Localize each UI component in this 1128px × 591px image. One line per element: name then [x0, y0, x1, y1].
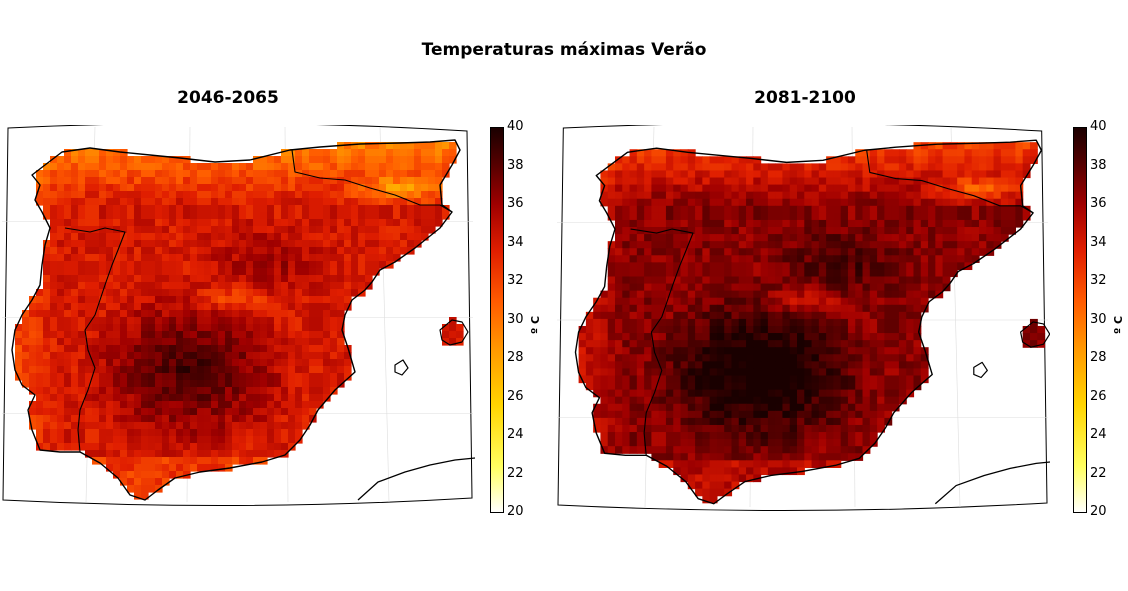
colorbar-left-tick-label: 20 [507, 504, 524, 519]
colorbar-left-tick-label: 30 [507, 311, 524, 327]
colorbar-left-tick-label: 22 [507, 465, 524, 481]
colorbar-left-tick-label: 38 [507, 157, 524, 173]
colorbar-right-tick-label: 30 [1090, 311, 1107, 327]
colorbar-right-tick-label: 34 [1090, 234, 1107, 250]
colorbar-right-tick-label: 32 [1090, 273, 1107, 288]
colorbar-left-tick-label: 28 [507, 350, 524, 365]
colorbar-left-tick-label: 40 [507, 119, 524, 134]
colorbar-right-tick-label: 24 [1090, 427, 1107, 442]
colorbar-left-tick-label: 24 [507, 427, 524, 442]
colorbar-right-tick-label: 26 [1090, 388, 1107, 404]
colorbar-left-tick-label: 26 [507, 388, 524, 404]
panel-title-right: 2081-2100 [754, 88, 856, 108]
colorbar-left-tick-label: 36 [507, 196, 524, 211]
colorbar-right-tick-label: 36 [1090, 196, 1107, 211]
figure-title: Temperaturas máximas Verão [421, 40, 707, 60]
colorbar-right-tick-label: 38 [1090, 157, 1107, 173]
colorbar-left [490, 127, 504, 513]
colorbar-left-tick-label: 32 [507, 273, 524, 288]
colorbar-right-unit: º C [1112, 315, 1125, 334]
panel-title-left: 2046-2065 [177, 88, 279, 108]
colorbar-right-tick-label: 28 [1090, 350, 1107, 365]
colorbar-right-tick-label: 40 [1090, 119, 1107, 134]
colorbar-right-tick-label: 20 [1090, 504, 1107, 519]
colorbar-right-tick-label: 22 [1090, 465, 1107, 481]
colorbar-left-unit: º C [529, 315, 542, 334]
colorbar-left-tick-label: 34 [507, 234, 524, 250]
temperature-map-2081-2100 [557, 125, 1050, 512]
temperature-map-2046-2065 [2, 125, 475, 507]
colorbar-right [1073, 127, 1087, 513]
